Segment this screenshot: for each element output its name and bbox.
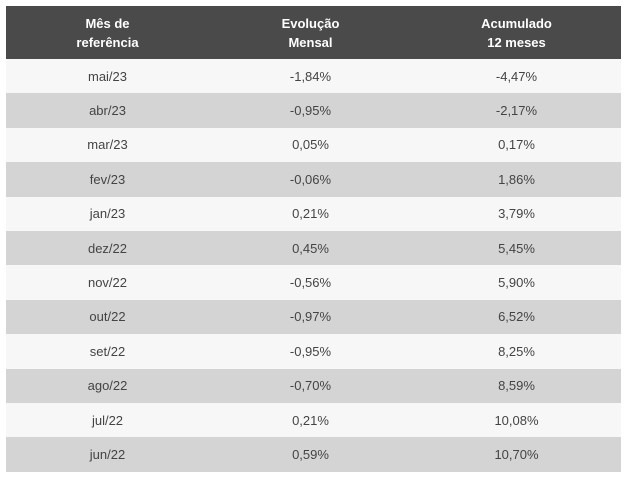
header-monthly-change: Evolução Mensal — [209, 6, 412, 59]
cell-reference-month: mai/23 — [87, 68, 128, 84]
table-body: mai/23 -1,84% -4,47% abr/23 -0,95% -2,17% mar/… — [6, 59, 621, 472]
cell-monthly-change: -0,95% — [289, 343, 332, 359]
cell-reference-month: mar/23 — [87, 137, 128, 153]
cell-accumulated-12-months: 5,90% — [498, 275, 535, 291]
cell-accumulated-12-months: 0,17% — [498, 137, 535, 153]
cell-reference-month: jul/22 — [91, 412, 124, 428]
table-header: Mês de referência Evolução Mensal Acumul… — [6, 6, 621, 59]
cell-reference-month: dez/22 — [87, 240, 128, 256]
cell-monthly-change: 0,21% — [292, 206, 329, 222]
table-row: out/22 -0,97% 6,52% — [6, 299, 621, 335]
cell-accumulated-12-months: -4,47% — [495, 68, 538, 84]
cell-reference-month: ago/22 — [87, 378, 128, 394]
header-reference-month: Mês de referência — [6, 6, 209, 59]
cell-reference-month: set/22 — [89, 343, 126, 359]
cell-accumulated-12-months: 10,70% — [494, 446, 539, 462]
cell-reference-month: abr/23 — [89, 103, 126, 119]
table-row: nov/22 -0,56% 5,90% — [6, 265, 621, 300]
header-accumulated-line-1: Acumulado — [481, 15, 552, 31]
cell-accumulated-12-months: 5,45% — [498, 240, 535, 256]
header-monthly-change-line-1: Evolução — [281, 15, 340, 31]
header-accumulated-12-months: Acumulado 12 meses — [412, 6, 621, 59]
header-reference-month-line-1: Mês de — [85, 15, 130, 31]
cell-reference-month: jun/22 — [89, 446, 126, 462]
header-accumulated-line-2: 12 meses — [487, 34, 546, 50]
table-row: mai/23 -1,84% -4,47% — [6, 59, 621, 94]
table-row: jun/22 0,59% 10,70% — [6, 437, 621, 472]
cell-accumulated-12-months: -2,17% — [495, 103, 538, 119]
cell-monthly-change: 0,59% — [292, 446, 329, 462]
table-row: abr/23 -0,95% -2,17% — [6, 93, 621, 128]
cell-reference-month: out/22 — [89, 309, 126, 325]
table-row: jan/23 0,21% 3,79% — [6, 196, 621, 231]
cell-accumulated-12-months: 8,59% — [498, 378, 535, 394]
cell-monthly-change: 0,21% — [292, 412, 329, 428]
header-reference-month-line-2: referência — [76, 34, 139, 50]
table-row: mar/23 0,05% 0,17% — [6, 127, 621, 163]
cell-monthly-change: -0,95% — [289, 103, 332, 119]
cell-monthly-change: 0,45% — [292, 240, 329, 256]
cell-accumulated-12-months: 3,79% — [498, 206, 535, 222]
data-table-container: Mês de referência Evolução Mensal Acumul… — [6, 6, 621, 472]
table-row: ago/22 -0,70% 8,59% — [6, 368, 621, 403]
cell-monthly-change: -0,06% — [289, 171, 332, 187]
cell-accumulated-12-months: 1,86% — [498, 171, 535, 187]
cell-accumulated-12-months: 8,25% — [498, 343, 535, 359]
table-row: dez/22 0,45% 5,45% — [6, 230, 621, 266]
cell-monthly-change: 0,05% — [292, 137, 329, 153]
cell-accumulated-12-months: 10,08% — [494, 412, 539, 428]
cell-reference-month: jan/23 — [89, 206, 126, 222]
cell-monthly-change: -1,84% — [289, 68, 332, 84]
table-row: set/22 -0,95% 8,25% — [6, 334, 621, 369]
cell-accumulated-12-months: 6,52% — [498, 309, 535, 325]
table-row: fev/23 -0,06% 1,86% — [6, 162, 621, 197]
cell-monthly-change: -0,56% — [289, 275, 332, 291]
header-row: Mês de referência Evolução Mensal Acumul… — [6, 6, 621, 59]
monthly-index-table: Mês de referência Evolução Mensal Acumul… — [6, 6, 621, 472]
table-row: jul/22 0,21% 10,08% — [6, 402, 621, 438]
cell-monthly-change: -0,97% — [289, 309, 332, 325]
cell-reference-month: fev/23 — [89, 171, 126, 187]
cell-monthly-change: -0,70% — [289, 378, 332, 394]
header-monthly-change-line-2: Mensal — [288, 34, 333, 50]
cell-reference-month: nov/22 — [87, 275, 128, 291]
